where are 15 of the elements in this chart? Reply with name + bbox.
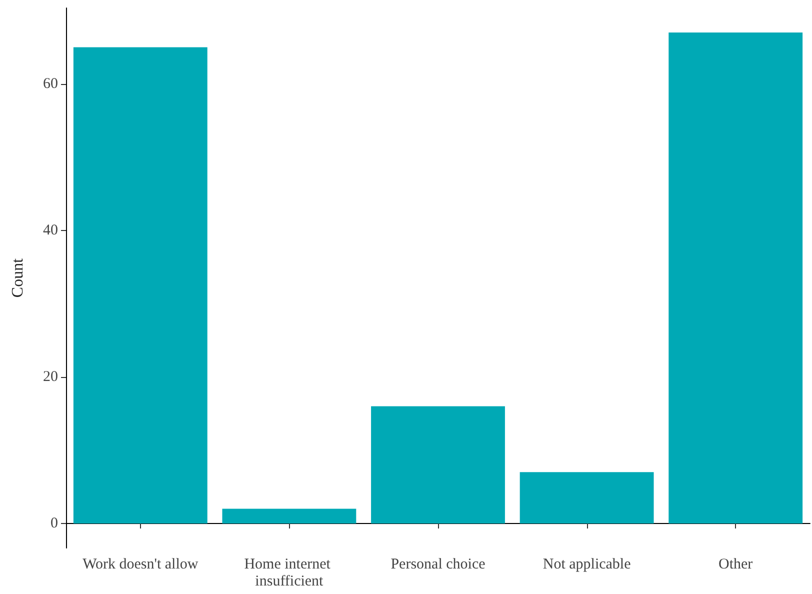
bar xyxy=(222,508,356,524)
bar xyxy=(371,406,505,524)
y-tick-label: 40 xyxy=(43,222,58,238)
x-tick-label: Not applicable xyxy=(542,556,632,572)
x-tick-label: Home internet insufficient xyxy=(244,556,334,590)
x-tick-label: Work doesn't allow xyxy=(82,556,198,572)
y-axis-title: Count xyxy=(10,258,26,298)
bar xyxy=(73,47,208,524)
bar xyxy=(668,32,803,524)
x-tick-label: Other xyxy=(718,556,753,572)
y-tick-label: 0 xyxy=(50,515,58,532)
bar xyxy=(520,472,654,524)
y-tick-label: 20 xyxy=(43,368,58,385)
x-tick-label: Personal choice xyxy=(390,556,486,572)
y-tick-label: 60 xyxy=(43,76,58,92)
